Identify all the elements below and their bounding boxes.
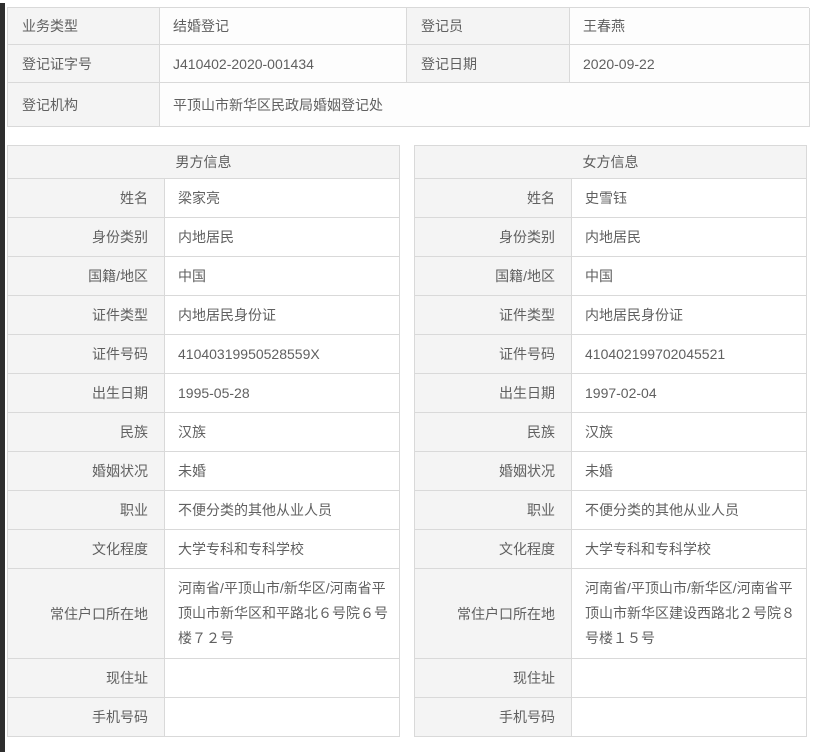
field-value: 汉族 xyxy=(165,413,400,452)
field-label: 姓名 xyxy=(8,179,165,218)
field-value: 不便分类的其他从业人员 xyxy=(572,491,807,530)
field-label: 登记证字号 xyxy=(8,45,160,83)
field-label: 手机号码 xyxy=(8,698,165,737)
field-value: 中国 xyxy=(165,257,400,296)
page-left-edge xyxy=(0,3,5,752)
field-label: 登记机构 xyxy=(8,83,160,127)
field-label: 登记员 xyxy=(407,8,570,45)
field-value: 内地居民 xyxy=(165,218,400,257)
table-row: 身份类别 内地居民 xyxy=(415,218,807,257)
table-row: 出生日期 1995-05-28 xyxy=(8,374,400,413)
field-value: 大学专科和专科学校 xyxy=(572,530,807,569)
field-label: 职业 xyxy=(415,491,572,530)
field-label: 现住址 xyxy=(415,659,572,698)
field-value: 1995-05-28 xyxy=(165,374,400,413)
table-row: 常住户口所在地 河南省/平顶山市/新华区/河南省平顶山市新华区和平路北６号院６号… xyxy=(8,569,400,659)
field-label: 登记日期 xyxy=(407,45,570,83)
field-label: 姓名 xyxy=(415,179,572,218)
field-value xyxy=(572,698,807,737)
field-label: 民族 xyxy=(415,413,572,452)
field-value: 汉族 xyxy=(572,413,807,452)
field-label: 手机号码 xyxy=(415,698,572,737)
table-row: 国籍/地区 中国 xyxy=(8,257,400,296)
field-label: 文化程度 xyxy=(8,530,165,569)
field-label: 常住户口所在地 xyxy=(8,569,165,659)
table-row: 现住址 xyxy=(8,659,400,698)
field-label: 出生日期 xyxy=(415,374,572,413)
field-value xyxy=(165,659,400,698)
field-label: 身份类别 xyxy=(8,218,165,257)
table-row: 民族 汉族 xyxy=(415,413,807,452)
field-label: 婚姻状况 xyxy=(415,452,572,491)
field-value: 梁家亮 xyxy=(165,179,400,218)
registration-summary-table: 业务类型 结婚登记 登记员 王春燕 登记证字号 J410402-2020-001… xyxy=(7,7,810,127)
table-row: 现住址 xyxy=(415,659,807,698)
field-value: 1997-02-04 xyxy=(572,374,807,413)
field-label: 证件类型 xyxy=(8,296,165,335)
field-value: 未婚 xyxy=(572,452,807,491)
field-label: 文化程度 xyxy=(415,530,572,569)
male-info-title: 男方信息 xyxy=(8,146,400,179)
table-row: 文化程度 大学专科和专科学校 xyxy=(8,530,400,569)
field-value: 内地居民身份证 xyxy=(572,296,807,335)
field-value: 内地居民 xyxy=(572,218,807,257)
field-value: 41040319950528559X xyxy=(165,335,400,374)
field-label: 民族 xyxy=(8,413,165,452)
field-label: 证件类型 xyxy=(415,296,572,335)
field-label: 身份类别 xyxy=(415,218,572,257)
field-label: 婚姻状况 xyxy=(8,452,165,491)
field-value: 河南省/平顶山市/新华区/河南省平顶山市新华区建设西路北２号院８号楼１５号 xyxy=(572,569,807,659)
male-info-table: 男方信息 姓名 梁家亮 身份类别 内地居民 国籍/地区 中国 证件类型 内地居民… xyxy=(7,145,400,737)
field-label: 国籍/地区 xyxy=(8,257,165,296)
field-label: 出生日期 xyxy=(8,374,165,413)
table-row: 身份类别 内地居民 xyxy=(8,218,400,257)
table-row: 婚姻状况 未婚 xyxy=(8,452,400,491)
table-row: 出生日期 1997-02-04 xyxy=(415,374,807,413)
field-value: 不便分类的其他从业人员 xyxy=(165,491,400,530)
field-label: 常住户口所在地 xyxy=(415,569,572,659)
table-row: 证件号码 410402199702045521 xyxy=(415,335,807,374)
table-row: 证件类型 内地居民身份证 xyxy=(8,296,400,335)
field-value: 河南省/平顶山市/新华区/河南省平顶山市新华区和平路北６号院６号楼７２号 xyxy=(165,569,400,659)
field-value: 结婚登记 xyxy=(160,8,407,45)
field-value: 平顶山市新华区民政局婚姻登记处 xyxy=(160,83,810,127)
female-info-title: 女方信息 xyxy=(415,146,807,179)
field-value: 内地居民身份证 xyxy=(165,296,400,335)
table-row: 姓名 史雪钰 xyxy=(415,179,807,218)
table-row: 民族 汉族 xyxy=(8,413,400,452)
table-row: 职业 不便分类的其他从业人员 xyxy=(8,491,400,530)
table-row: 婚姻状况 未婚 xyxy=(415,452,807,491)
table-row: 姓名 梁家亮 xyxy=(8,179,400,218)
table-row: 职业 不便分类的其他从业人员 xyxy=(415,491,807,530)
field-value: 中国 xyxy=(572,257,807,296)
field-label: 证件号码 xyxy=(415,335,572,374)
table-row: 文化程度 大学专科和专科学校 xyxy=(415,530,807,569)
table-row: 证件号码 41040319950528559X xyxy=(8,335,400,374)
marriage-registration-record: 业务类型 结婚登记 登记员 王春燕 登记证字号 J410402-2020-001… xyxy=(7,7,810,737)
field-value: J410402-2020-001434 xyxy=(160,45,407,83)
field-label: 业务类型 xyxy=(8,8,160,45)
field-label: 国籍/地区 xyxy=(415,257,572,296)
field-value: 王春燕 xyxy=(570,8,810,45)
field-value: 未婚 xyxy=(165,452,400,491)
table-row: 国籍/地区 中国 xyxy=(415,257,807,296)
field-label: 职业 xyxy=(8,491,165,530)
table-row: 证件类型 内地居民身份证 xyxy=(415,296,807,335)
table-row: 手机号码 xyxy=(415,698,807,737)
field-label: 现住址 xyxy=(8,659,165,698)
field-value: 2020-09-22 xyxy=(570,45,810,83)
female-info-table: 女方信息 姓名 史雪钰 身份类别 内地居民 国籍/地区 中国 证件类型 内地居民… xyxy=(414,145,807,737)
field-value xyxy=(572,659,807,698)
field-value: 410402199702045521 xyxy=(572,335,807,374)
field-value: 大学专科和专科学校 xyxy=(165,530,400,569)
table-row: 常住户口所在地 河南省/平顶山市/新华区/河南省平顶山市新华区建设西路北２号院８… xyxy=(415,569,807,659)
field-value: 史雪钰 xyxy=(572,179,807,218)
party-info-tables: 男方信息 姓名 梁家亮 身份类别 内地居民 国籍/地区 中国 证件类型 内地居民… xyxy=(7,145,809,737)
field-label: 证件号码 xyxy=(8,335,165,374)
field-value xyxy=(165,698,400,737)
table-row: 手机号码 xyxy=(8,698,400,737)
